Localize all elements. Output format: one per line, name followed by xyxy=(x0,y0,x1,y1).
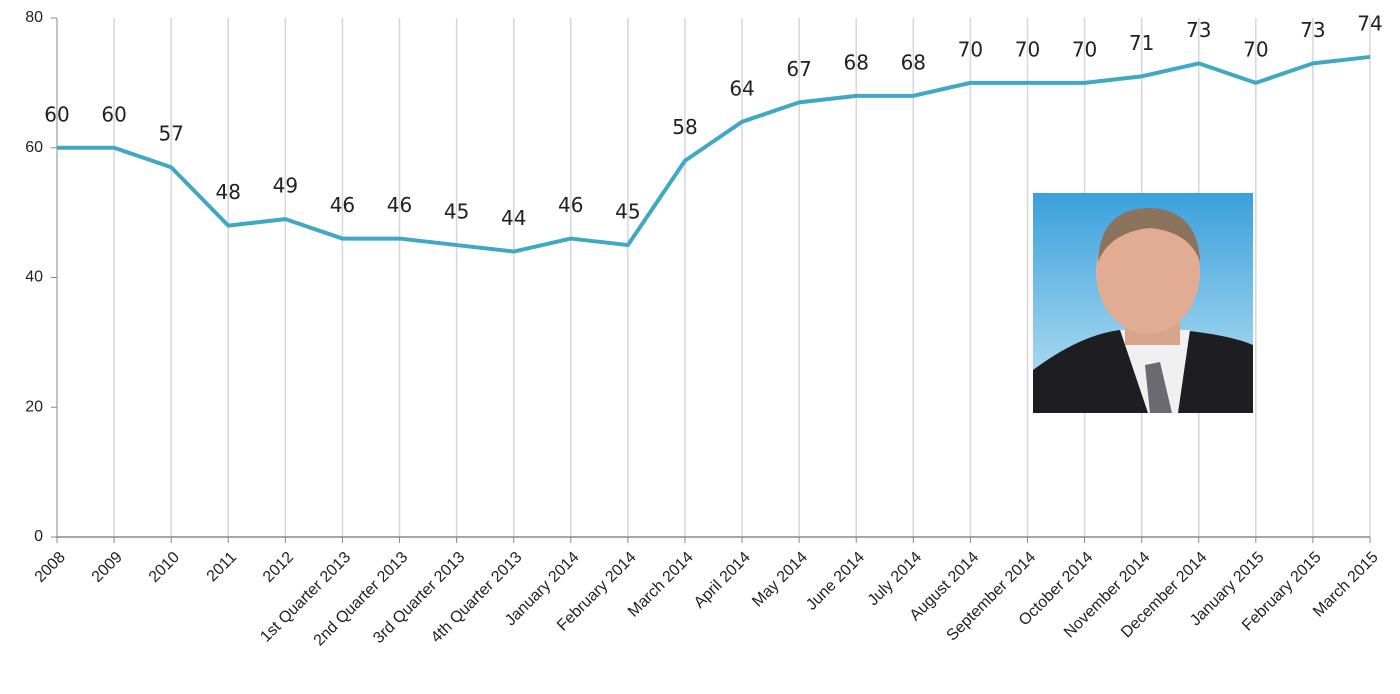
y-tick-label: 80 xyxy=(25,9,43,26)
value-label: 44 xyxy=(501,206,526,230)
value-label: 74 xyxy=(1357,11,1382,35)
marks xyxy=(57,54,1371,254)
x-tick-label: April 2014 xyxy=(691,549,754,612)
value-label: 48 xyxy=(216,180,241,204)
value-label: 70 xyxy=(958,37,983,61)
photo-face xyxy=(1096,210,1200,334)
value-label: 45 xyxy=(615,200,640,224)
value-label: 70 xyxy=(1015,37,1040,61)
value-label: 64 xyxy=(729,76,754,100)
value-label: 46 xyxy=(558,193,583,217)
x-tick-label: 2nd Quarter 2013 xyxy=(311,549,412,650)
value-label: 67 xyxy=(786,57,811,81)
value-label: 73 xyxy=(1186,18,1211,42)
x-tick-label: 2010 xyxy=(146,549,183,586)
value-label: 71 xyxy=(1129,31,1154,55)
value-label: 58 xyxy=(672,115,697,139)
value-label: 68 xyxy=(901,50,926,74)
value-label: 57 xyxy=(158,122,183,146)
value-label: 60 xyxy=(44,102,69,126)
line xyxy=(57,54,1371,254)
value-label: 73 xyxy=(1300,18,1325,42)
y-tick-label: 40 xyxy=(25,269,43,286)
photo xyxy=(1033,193,1253,413)
y-tick-label: 20 xyxy=(25,398,43,415)
value-label: 70 xyxy=(1243,37,1268,61)
value-label: 46 xyxy=(330,193,355,217)
x-tick-label: 2009 xyxy=(89,549,126,586)
value-label: 49 xyxy=(273,174,298,198)
y-tick-label: 0 xyxy=(34,528,43,545)
value-label: 60 xyxy=(101,102,126,126)
value-label: 46 xyxy=(387,193,412,217)
x-tick-label: 2012 xyxy=(260,549,297,586)
x-tick-label: May 2014 xyxy=(749,549,811,611)
y-tick-label: 60 xyxy=(25,139,43,156)
x-tick-label: July 2014 xyxy=(865,549,926,610)
x-tick-label: June 2014 xyxy=(803,549,868,614)
x-tick-label: 2011 xyxy=(204,549,240,585)
x-tick-label: 2008 xyxy=(32,549,69,586)
photo-hair xyxy=(1098,208,1200,262)
value-label: 45 xyxy=(444,200,469,224)
grid xyxy=(51,17,1371,543)
value-label: 68 xyxy=(843,50,868,74)
photo-tie xyxy=(1145,362,1172,413)
value-label: 70 xyxy=(1072,37,1097,61)
